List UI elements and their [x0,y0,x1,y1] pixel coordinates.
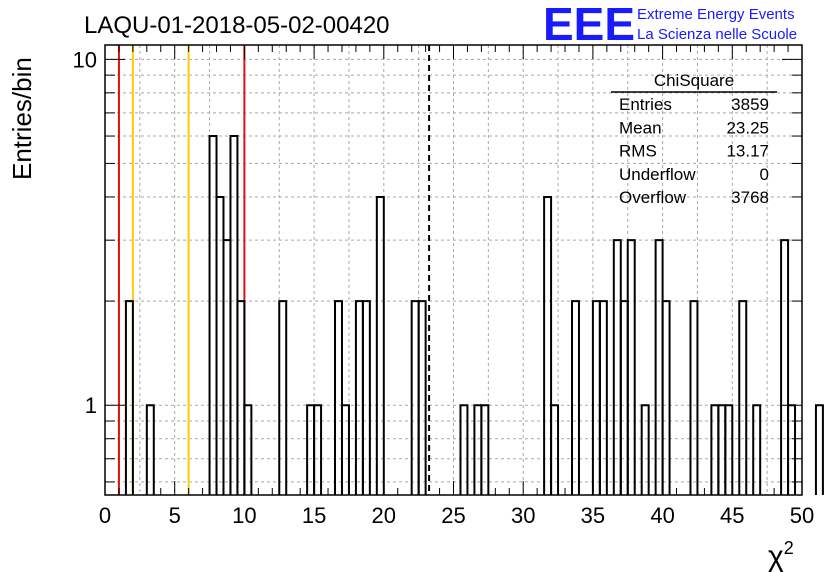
stats-box: ChiSquare Entries 3859 Mean 23.25 RMS 13.17 Und… [611,71,777,207]
logo-line-2: La Scienza nelle Scuole [637,26,797,43]
x-tick-label: 35 [581,503,605,528]
histogram-bar [340,404,350,495]
stats-row-label: Overflow [619,188,687,207]
histogram-bar [313,404,323,495]
histogram-bar [654,239,664,495]
stats-row-value: 3768 [731,188,769,207]
histogram-bar [278,300,288,495]
histogram-bar [570,300,580,495]
histogram-bar [814,404,824,495]
stats-row-label: RMS [619,142,657,161]
histogram-bar [229,135,239,495]
x-axis-label-chi: χ [768,540,784,572]
histogram-bar [626,239,636,495]
histogram-bar [689,300,699,495]
y-tick-label: 1 [85,393,97,418]
chart-title: LAQU-01-2018-05-02-00420 [84,12,390,39]
x-tick-label: 30 [511,503,535,528]
x-tick-label: 45 [720,503,744,528]
histogram-bar [145,404,155,495]
stats-row-value: 23.25 [726,118,769,137]
histogram-bar [361,300,371,495]
histogram-bar [780,239,790,495]
histogram-bar [480,404,490,495]
histogram-bar [550,404,560,495]
x-tick-label: 10 [232,503,256,528]
x-tick-label: 25 [441,503,465,528]
histogram-bar [124,300,134,495]
x-tick-label: 20 [372,503,396,528]
histogram-bar [208,135,218,495]
stats-row-value: 0 [760,165,769,184]
stats-title: ChiSquare [654,71,734,90]
axis-ticks: 0 5 10 15 20 25 30 35 40 45 50 1 10 [73,45,814,528]
stats-row-value: 13.17 [726,142,769,161]
histogram-bar [243,404,253,495]
histogram-bar [661,300,671,495]
y-axis-label: Entries/bin [7,57,37,180]
x-axis-label: χ2 [768,538,794,572]
eee-logo: EEE [543,0,635,50]
histogram-bar [222,239,232,495]
y-tick-label: 10 [73,47,97,72]
histogram-bar [612,239,622,495]
stats-row-value: 3859 [731,95,769,114]
histogram-bar [459,404,469,495]
x-tick-label: 40 [650,503,674,528]
histogram-bar [215,195,225,495]
histogram-bar [752,404,762,495]
histogram-bar [354,300,364,495]
histogram-bar [236,300,246,495]
logo-line-1: Extreme Energy Events [637,6,795,23]
histogram-bar [591,300,601,495]
histogram-bar [410,300,420,495]
histogram-bar [543,195,553,495]
histogram-bar [619,300,629,495]
x-axis-label-sup: 2 [784,538,794,558]
histogram-bar [724,404,734,495]
histogram-bar [334,300,343,495]
histogram-bar [598,300,608,495]
stats-row-label: Mean [619,118,662,137]
histogram-bar [738,300,748,495]
histogram-bar [640,404,650,495]
histogram-bar [417,300,427,495]
stats-row-label: Entries [619,95,672,114]
x-tick-label: 5 [169,503,181,528]
histogram-bar [375,195,385,495]
x-tick-label: 50 [790,503,814,528]
x-tick-label: 0 [99,503,111,528]
stats-row-label: Underflow [619,165,696,184]
x-tick-label: 15 [302,503,326,528]
histogram-bars [124,135,824,495]
